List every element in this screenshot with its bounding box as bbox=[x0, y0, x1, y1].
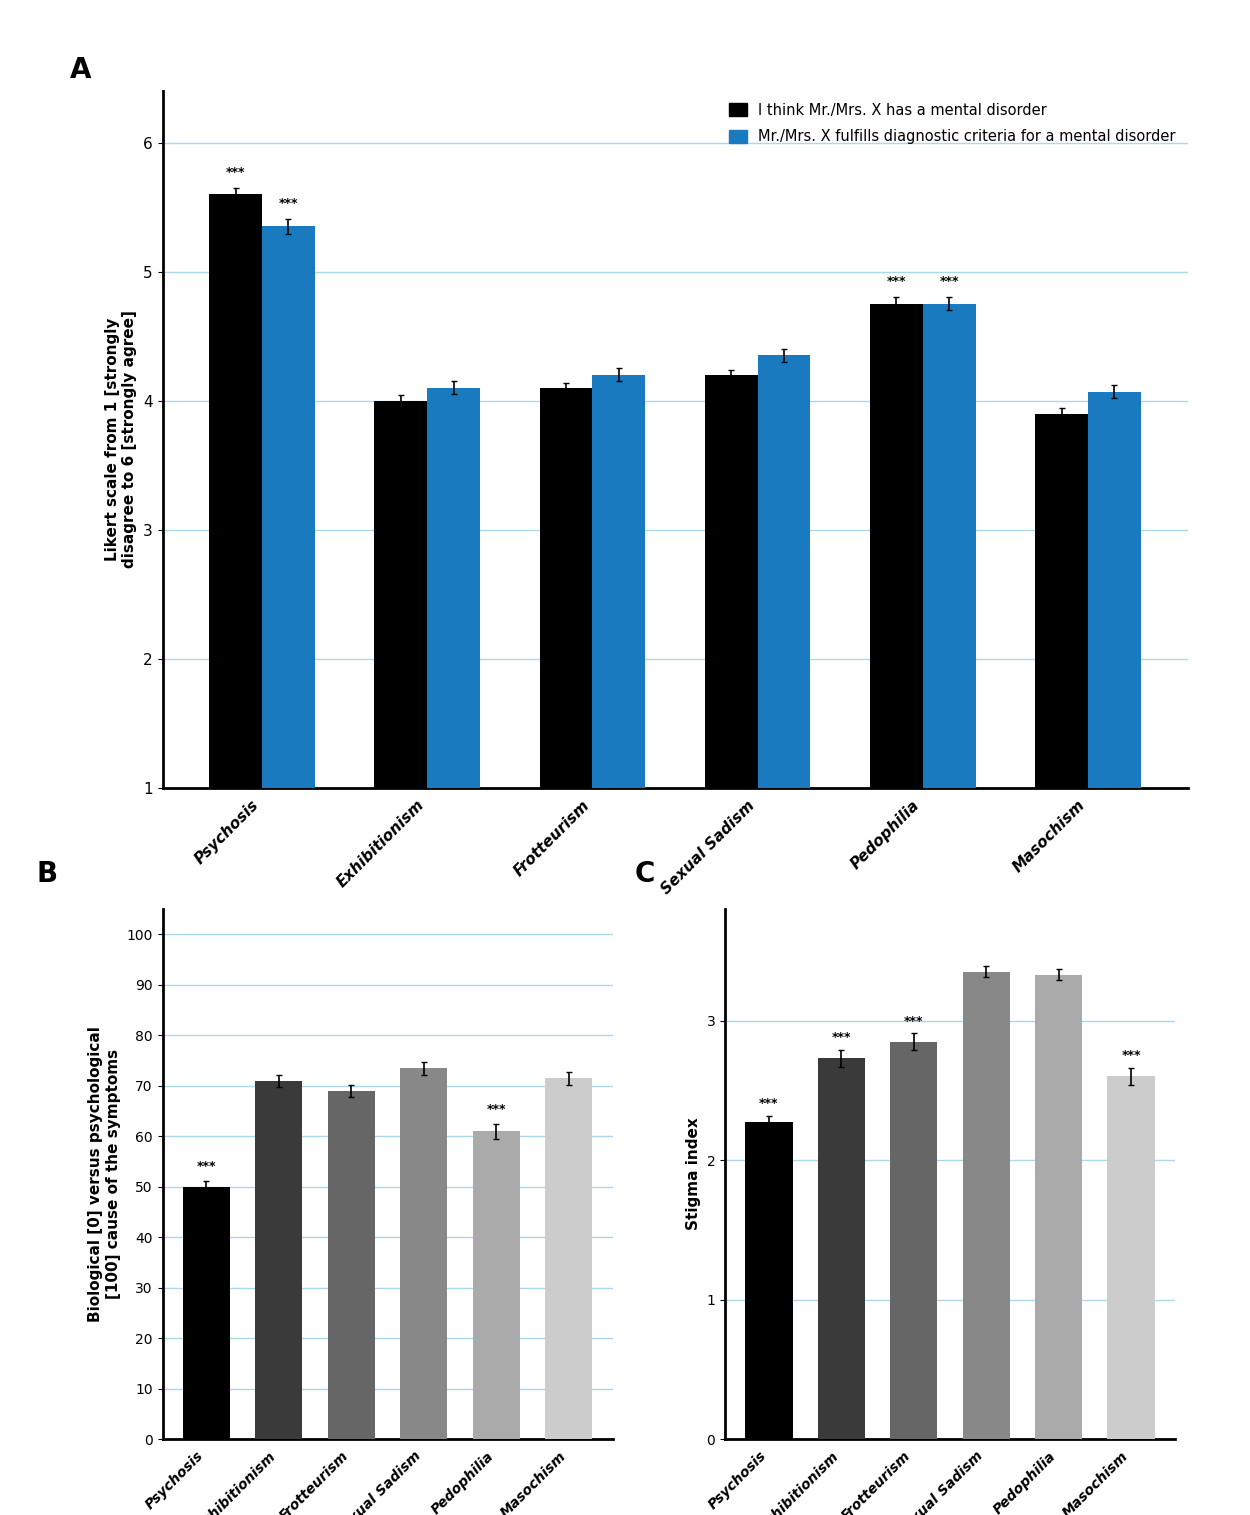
Bar bbox=[1088, 391, 1141, 917]
Bar bbox=[705, 374, 757, 917]
Text: ***: *** bbox=[279, 197, 299, 209]
Bar bbox=[1035, 414, 1088, 917]
Bar bbox=[540, 388, 592, 917]
Text: B: B bbox=[36, 861, 58, 888]
Bar bbox=[1035, 974, 1082, 1439]
Text: ***: *** bbox=[1121, 1050, 1141, 1062]
Bar bbox=[328, 1091, 375, 1439]
Text: ***: *** bbox=[886, 276, 906, 288]
Text: ***: *** bbox=[759, 1097, 779, 1110]
Bar bbox=[545, 1079, 592, 1439]
Text: ***: *** bbox=[196, 1160, 216, 1173]
Bar bbox=[962, 971, 1010, 1439]
Bar bbox=[1108, 1077, 1155, 1439]
Y-axis label: Stigma index: Stigma index bbox=[686, 1118, 701, 1230]
Bar bbox=[182, 1186, 230, 1439]
Bar bbox=[890, 1042, 938, 1439]
Bar bbox=[255, 1080, 302, 1439]
Text: ***: *** bbox=[940, 276, 959, 288]
Bar bbox=[592, 374, 645, 917]
Bar bbox=[428, 388, 480, 917]
Bar bbox=[922, 305, 976, 917]
Text: C: C bbox=[635, 861, 655, 888]
Bar bbox=[870, 305, 922, 917]
Bar bbox=[472, 1132, 520, 1439]
Text: ***: *** bbox=[226, 165, 245, 179]
Bar bbox=[262, 226, 315, 917]
Text: ***: *** bbox=[486, 1103, 506, 1117]
Y-axis label: Likert scale from 1 [strongly
disagree to 6 [strongly agree]: Likert scale from 1 [strongly disagree t… bbox=[105, 311, 138, 568]
Text: ***: *** bbox=[831, 1032, 851, 1044]
Bar bbox=[374, 400, 428, 917]
Text: A: A bbox=[70, 56, 91, 83]
Bar bbox=[758, 356, 810, 917]
Bar bbox=[209, 194, 262, 917]
Bar bbox=[745, 1123, 792, 1439]
Bar bbox=[400, 1068, 448, 1439]
Text: ***: *** bbox=[904, 1015, 924, 1027]
Legend: I think Mr./Mrs. X has a mental disorder, Mr./Mrs. X fulfills diagnostic criteri: I think Mr./Mrs. X has a mental disorder… bbox=[725, 98, 1180, 148]
Bar bbox=[818, 1059, 865, 1439]
Y-axis label: Biological [0] versus psychological
[100] cause of the symptoms: Biological [0] versus psychological [100… bbox=[89, 1026, 121, 1323]
